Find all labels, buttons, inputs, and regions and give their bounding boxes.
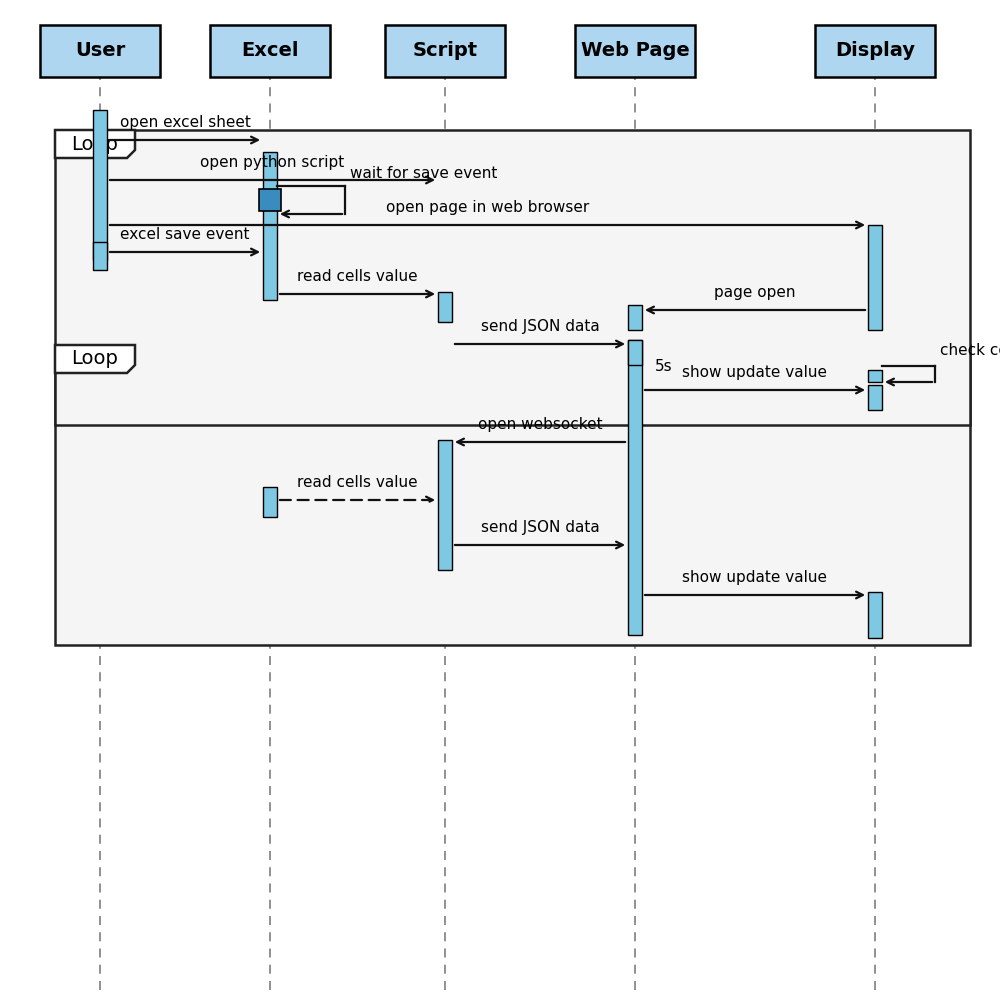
Text: open page in web browser: open page in web browser: [386, 200, 589, 215]
FancyBboxPatch shape: [40, 25, 160, 77]
Text: User: User: [75, 41, 125, 60]
FancyBboxPatch shape: [385, 25, 505, 77]
Text: read cells value: read cells value: [297, 475, 418, 490]
FancyBboxPatch shape: [815, 25, 935, 77]
Text: Loop: Loop: [72, 134, 118, 153]
Text: Display: Display: [835, 41, 915, 60]
FancyBboxPatch shape: [263, 487, 277, 517]
Text: open python script: open python script: [200, 155, 345, 170]
FancyBboxPatch shape: [628, 340, 642, 365]
FancyBboxPatch shape: [868, 592, 882, 638]
Text: send JSON data: send JSON data: [481, 520, 599, 535]
FancyBboxPatch shape: [263, 152, 277, 300]
Text: excel save event: excel save event: [120, 227, 250, 242]
FancyBboxPatch shape: [438, 440, 452, 570]
Polygon shape: [55, 345, 135, 373]
FancyBboxPatch shape: [93, 110, 107, 260]
Text: check connection: check connection: [940, 343, 1000, 358]
Text: wait for save event: wait for save event: [350, 166, 497, 181]
FancyBboxPatch shape: [259, 189, 281, 211]
Text: Loop: Loop: [72, 350, 118, 368]
FancyBboxPatch shape: [628, 305, 642, 330]
FancyBboxPatch shape: [55, 345, 970, 645]
FancyBboxPatch shape: [210, 25, 330, 77]
FancyBboxPatch shape: [868, 225, 882, 330]
Text: show update value: show update value: [682, 570, 828, 585]
Text: 5s: 5s: [655, 359, 673, 374]
Text: page open: page open: [714, 285, 796, 300]
FancyBboxPatch shape: [575, 25, 695, 77]
FancyBboxPatch shape: [55, 130, 970, 425]
Text: Excel: Excel: [241, 41, 299, 60]
Text: Script: Script: [412, 41, 478, 60]
Text: open websocket: open websocket: [478, 417, 602, 432]
FancyBboxPatch shape: [93, 242, 107, 270]
Text: send JSON data: send JSON data: [481, 319, 599, 334]
Polygon shape: [55, 130, 135, 158]
FancyBboxPatch shape: [628, 340, 642, 635]
FancyBboxPatch shape: [438, 292, 452, 322]
FancyBboxPatch shape: [868, 370, 882, 382]
Text: Web Page: Web Page: [581, 41, 689, 60]
Text: read cells value: read cells value: [297, 269, 418, 284]
Text: open excel sheet: open excel sheet: [120, 115, 250, 130]
Text: show update value: show update value: [682, 365, 828, 380]
FancyBboxPatch shape: [868, 385, 882, 410]
